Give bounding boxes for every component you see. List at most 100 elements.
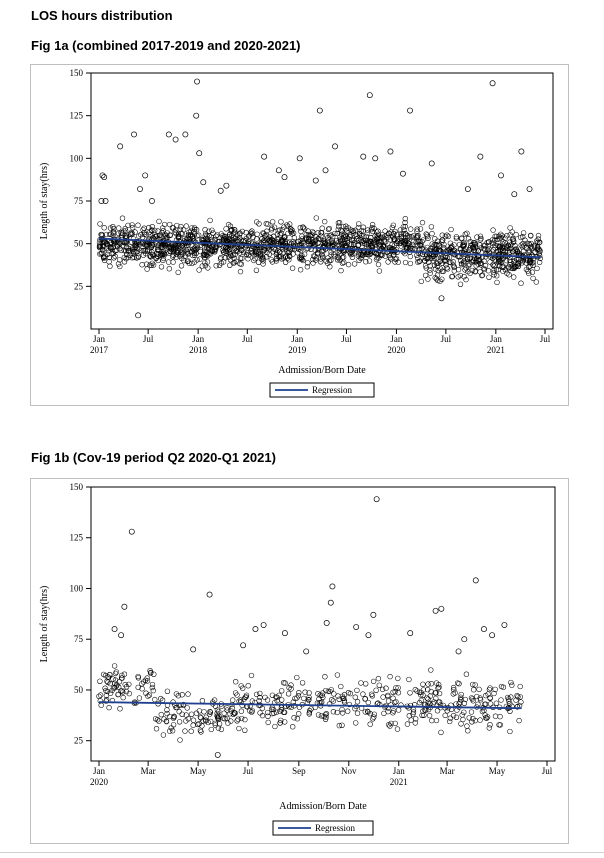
data-point (299, 236, 306, 242)
data-point (492, 713, 499, 719)
data-point (359, 240, 366, 246)
data-point (145, 693, 151, 699)
data-point (515, 694, 521, 700)
data-point (326, 258, 333, 264)
data-point (367, 248, 373, 254)
data-point (483, 250, 490, 257)
data-point (243, 694, 249, 700)
data-point (328, 252, 334, 258)
data-point (158, 695, 164, 702)
data-point (294, 250, 301, 256)
data-point (127, 231, 134, 237)
data-point (425, 276, 431, 282)
data-point (207, 708, 213, 715)
data-point (356, 257, 362, 263)
data-point (135, 684, 141, 691)
data-point (442, 712, 448, 719)
data-point (494, 273, 500, 279)
data-point (370, 678, 377, 685)
data-point (129, 231, 136, 237)
data-point (356, 221, 362, 227)
data-point (220, 715, 227, 722)
data-point (100, 671, 107, 678)
data-point (216, 713, 222, 719)
data-point (278, 717, 284, 724)
data-point (296, 711, 302, 717)
data-point (101, 225, 107, 231)
data-point (514, 252, 521, 258)
data-point (436, 684, 442, 691)
data-point (330, 239, 336, 246)
data-point (249, 228, 255, 234)
x-tick-year-label: 2021 (487, 345, 505, 355)
data-point (132, 229, 138, 235)
data-point (288, 229, 295, 235)
data-point (254, 231, 260, 237)
data-point (119, 215, 126, 221)
data-point (431, 262, 438, 268)
data-point (339, 722, 345, 728)
data-point (458, 258, 464, 264)
data-point (358, 251, 364, 258)
data-point (299, 256, 305, 263)
data-point (447, 718, 453, 725)
data-point (290, 724, 296, 730)
data-point (228, 718, 234, 724)
data-point (256, 249, 262, 256)
x-tick-label: Jul (542, 766, 553, 776)
data-point (321, 238, 327, 244)
data-point (497, 713, 503, 720)
data-point (369, 243, 375, 249)
data-point (221, 236, 227, 243)
data-point (305, 228, 311, 234)
data-point (284, 222, 290, 228)
data-point (330, 698, 337, 704)
data-point (463, 276, 469, 283)
data-point (249, 708, 255, 714)
data-point (417, 226, 424, 232)
data-point (257, 253, 263, 259)
data-point (391, 236, 397, 242)
data-point (260, 230, 266, 236)
data-point (194, 78, 201, 85)
data-point (97, 678, 103, 684)
data-point (527, 263, 533, 269)
data-point (348, 251, 354, 258)
page-divider (0, 852, 604, 853)
x-tick-label: Jul (341, 334, 352, 344)
data-point (398, 233, 404, 240)
data-point (148, 262, 155, 269)
data-point (118, 675, 125, 681)
data-point (168, 725, 174, 731)
data-point (438, 295, 445, 302)
data-point (476, 258, 482, 264)
data-point (345, 225, 351, 231)
data-point (172, 136, 179, 143)
data-point (128, 528, 135, 535)
data-point (470, 244, 476, 251)
data-point (462, 696, 468, 703)
data-point (224, 705, 230, 711)
data-point (335, 226, 341, 233)
data-point (239, 255, 245, 262)
data-point (117, 706, 123, 712)
data-point (281, 709, 287, 715)
data-point (185, 246, 191, 253)
data-point (366, 92, 373, 99)
data-point (257, 251, 263, 257)
data-point (469, 259, 475, 265)
data-point (390, 222, 397, 228)
data-point (533, 279, 539, 285)
data-point (273, 255, 280, 261)
data-point (185, 691, 191, 697)
data-point (338, 267, 344, 274)
data-point (419, 246, 425, 252)
data-point (143, 690, 149, 696)
x-tick-label: Nov (341, 766, 357, 776)
data-point (295, 693, 302, 699)
data-point (408, 226, 414, 232)
data-point (281, 174, 288, 181)
data-point (387, 723, 393, 729)
data-point (518, 242, 524, 248)
data-point (165, 259, 172, 265)
